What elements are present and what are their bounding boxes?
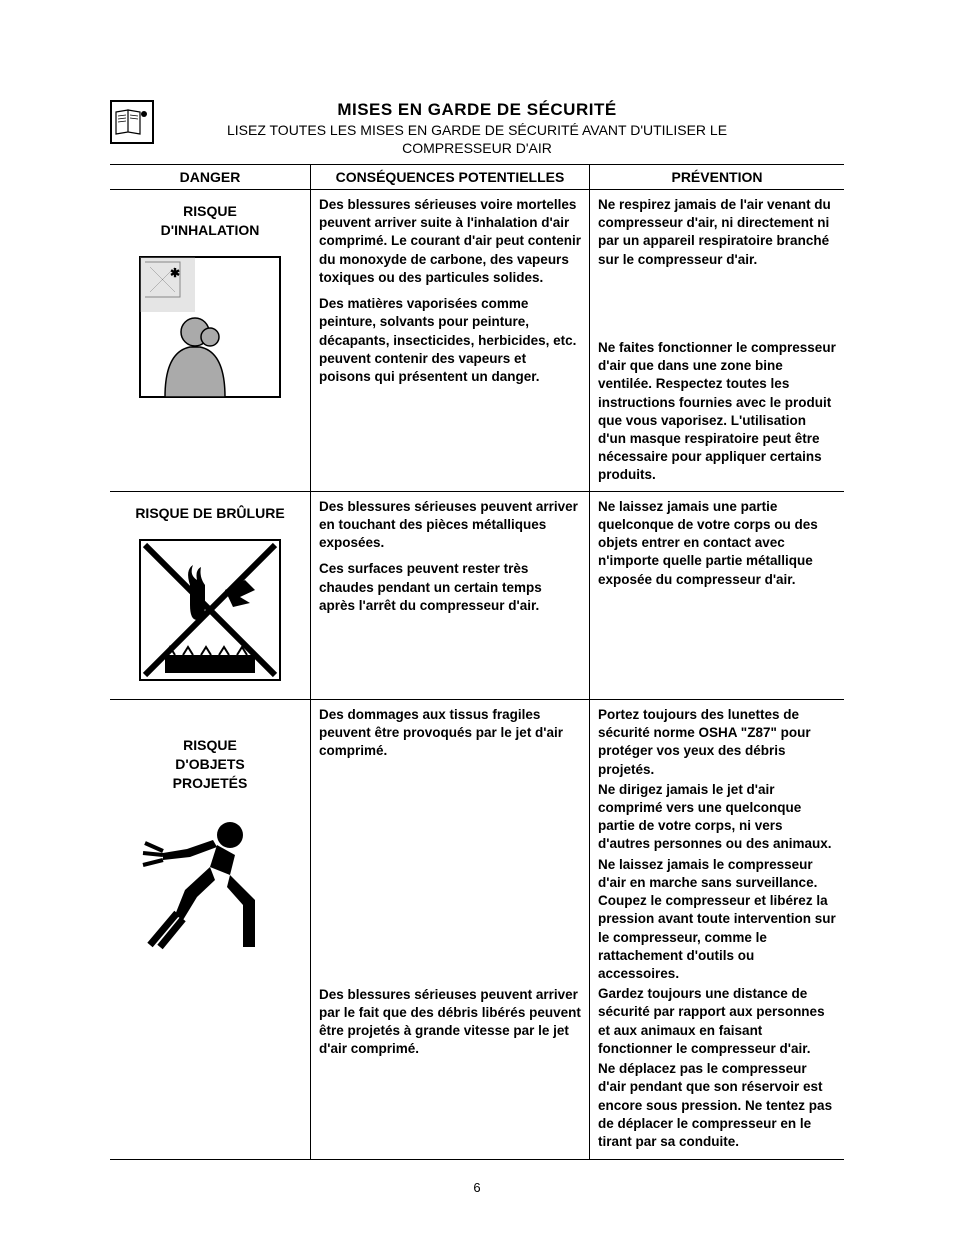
- danger-label: RISQUE D'OBJETS PROJETÉS: [173, 736, 248, 793]
- table-row: RISQUE D'INHALATION ✱ Des blessures séri…: [110, 190, 844, 492]
- document-header: MISES EN GARDE DE SÉCURITÉ LISEZ TOUTES …: [110, 100, 844, 156]
- prevention-text: Ne laissez jamais le compresseur d'air e…: [598, 856, 836, 984]
- prevention-cell: Ne laissez jamais une partie quelconque …: [590, 492, 844, 699]
- prevention-text: Ne respirez jamais de l'air venant du co…: [598, 196, 836, 269]
- consequence-text: Des blessures sérieuses peuvent arriver …: [319, 986, 581, 1059]
- column-header-prevention: PRÉVENTION: [590, 165, 844, 189]
- consequence-text: Des blessures sérieuses voire mortelles …: [319, 196, 581, 287]
- consequence-text: Ces surfaces peuvent rester très chaudes…: [319, 560, 581, 615]
- prevention-text: Gardez toujours une distance de sécurité…: [598, 985, 836, 1058]
- prevention-text: Ne laissez jamais une partie quelconque …: [598, 498, 836, 589]
- prevention-cell: Ne respirez jamais de l'air venant du co…: [590, 190, 844, 491]
- prevention-cell: Portez toujours des lunettes de sécurité…: [590, 700, 844, 1159]
- danger-cell: RISQUE D'INHALATION ✱: [110, 190, 310, 491]
- consequence-text: Des matières vaporisées comme peinture, …: [319, 295, 581, 386]
- burn-icon: [135, 535, 285, 685]
- manual-icon: [110, 100, 154, 144]
- danger-cell: RISQUE D'OBJETS PROJETÉS: [110, 700, 310, 1159]
- danger-label: RISQUE DE BRÛLURE: [135, 504, 284, 523]
- prevention-text: Ne faites fonctionner le compresseur d'a…: [598, 339, 836, 485]
- consequences-cell: Des blessures sérieuses peuvent arriver …: [310, 492, 590, 699]
- consequence-text: Des blessures sérieuses peuvent arriver …: [319, 498, 581, 553]
- prevention-text: Ne dirigez jamais le jet d'air comprimé …: [598, 781, 836, 854]
- table-header-row: DANGER CONSÉQUENCES POTENTIELLES PRÉVENT…: [110, 164, 844, 190]
- svg-text:✱: ✱: [170, 266, 180, 280]
- subtitle-line-2: COMPRESSEUR D'AIR: [110, 140, 844, 156]
- subtitle-line-1: LISEZ TOUTES LES MISES EN GARDE DE SÉCUR…: [110, 122, 844, 138]
- column-header-danger: DANGER: [110, 165, 310, 189]
- prevention-text: Ne déplacez pas le compresseur d'air pen…: [598, 1060, 836, 1151]
- column-header-consequences: CONSÉQUENCES POTENTIELLES: [310, 165, 590, 189]
- danger-cell: RISQUE DE BRÛLURE: [110, 492, 310, 699]
- inhalation-icon: ✱: [135, 252, 285, 402]
- table-row: RISQUE D'OBJETS PROJETÉS Des dommages au…: [110, 700, 844, 1160]
- page-title: MISES EN GARDE DE SÉCURITÉ: [110, 100, 844, 120]
- consequence-text: Des dommages aux tissus fragiles peuvent…: [319, 706, 581, 761]
- danger-label: RISQUE D'INHALATION: [161, 202, 260, 240]
- table-row: RISQUE DE BRÛLURE Des blessures sérieuse…: [110, 492, 844, 700]
- page-number: 6: [110, 1180, 844, 1195]
- consequences-cell: Des blessures sérieuses voire mortelles …: [310, 190, 590, 491]
- projectile-icon: [135, 805, 285, 955]
- consequences-cell: Des dommages aux tissus fragiles peuvent…: [310, 700, 590, 1159]
- prevention-text: Portez toujours des lunettes de sécurité…: [598, 706, 836, 779]
